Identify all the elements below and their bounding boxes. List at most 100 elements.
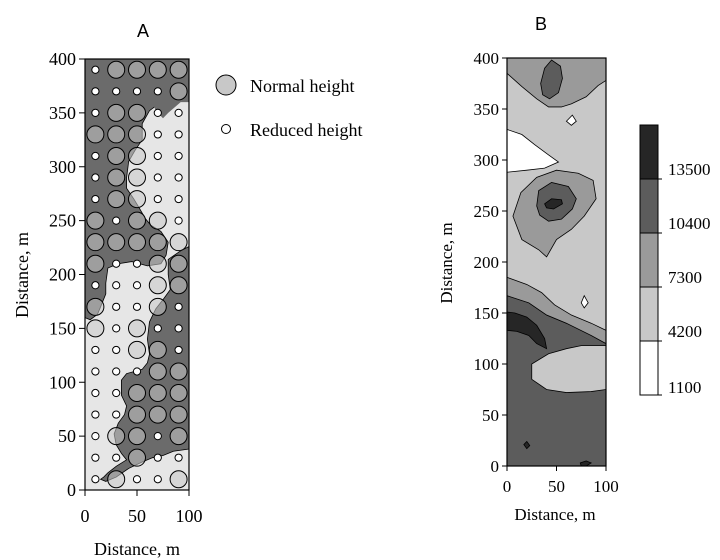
- panel-b-xlabel: Distance, m: [514, 505, 595, 524]
- normal-height-point: [107, 125, 126, 144]
- normal-height-point: [169, 233, 188, 252]
- panel-b-ytick-label: 100: [474, 355, 500, 374]
- normal-height-point: [86, 319, 105, 338]
- normal-height-point: [169, 60, 188, 79]
- reduced-height-point: [112, 281, 121, 290]
- reduced-height-point: [132, 259, 142, 268]
- normal-height-point: [169, 470, 188, 489]
- reduced-height-point: [153, 130, 162, 139]
- normal-height-point: [128, 60, 146, 79]
- colorbar-swatch: [639, 340, 659, 396]
- normal-height-point: [86, 254, 105, 273]
- colorbar-tick-label: 7300: [668, 268, 702, 287]
- reduced-height-point: [153, 87, 162, 96]
- reduced-height-point: [112, 453, 121, 462]
- colorbar-tick-label: 1100: [668, 378, 701, 397]
- reduced-height-point: [174, 302, 183, 311]
- panel-a-ytick-label: 100: [49, 372, 76, 392]
- contour-region: [523, 440, 531, 450]
- reduced-height-point: [132, 475, 142, 484]
- reduced-height-point: [174, 345, 183, 355]
- panel-b-xtick-label: 100: [593, 477, 619, 496]
- contour-region: [544, 198, 563, 210]
- normal-height-point: [169, 276, 188, 295]
- colorbar-swatch: [639, 286, 659, 342]
- contour-region: [507, 276, 606, 345]
- reduced-height-point: [91, 432, 100, 441]
- normal-height-point: [128, 190, 146, 209]
- reduced-height-point: [153, 173, 162, 182]
- reduced-height-point: [91, 367, 100, 376]
- reduced-height-point: [153, 194, 162, 204]
- panel-b-ytick-label: 350: [474, 100, 500, 119]
- panel-a-ytick-label: 300: [49, 157, 76, 177]
- reduced-height-point: [112, 302, 121, 311]
- panel-a-xtick-label: 100: [176, 506, 203, 526]
- legend-normal-height-marker: [215, 74, 237, 96]
- normal-height-point: [148, 297, 167, 316]
- panel-b-xtick-label: 50: [548, 477, 565, 496]
- normal-height-point: [107, 146, 126, 165]
- normal-height-point: [148, 384, 167, 403]
- panel-b-ytick-label: 300: [474, 151, 500, 170]
- normal-height-point: [148, 340, 167, 359]
- colorbar-swatch: [639, 232, 659, 288]
- reduced-height-point: [174, 173, 183, 182]
- reduced-height-point: [91, 194, 100, 204]
- panel-a-ytick-label: 50: [58, 426, 76, 446]
- reduced-height-point: [153, 108, 162, 117]
- normal-height-point: [169, 82, 188, 101]
- contour-region: [507, 311, 548, 350]
- reduced-height-point: [132, 302, 142, 311]
- panel-b-ytick-label: 200: [474, 253, 500, 272]
- panel-b-ytick-label: 0: [491, 457, 500, 476]
- panel-a-ytick-label: 400: [49, 49, 76, 69]
- reduced-height-point: [112, 345, 121, 355]
- panel-b-ytick-label: 250: [474, 202, 500, 221]
- normal-height-point: [128, 168, 146, 187]
- panel-a-dark-region-top-right: [147, 59, 189, 119]
- panel-b-title: B: [535, 14, 547, 34]
- reduced-height-point: [91, 410, 100, 419]
- reduced-height-point: [174, 151, 183, 161]
- normal-height-point: [107, 233, 126, 252]
- panel-a-legend: Normal height Reduced height: [215, 74, 362, 140]
- reduced-height-point: [91, 345, 100, 355]
- panel-a-ytick-label: 150: [49, 318, 76, 338]
- reduced-height-point: [153, 453, 162, 462]
- normal-height-point: [107, 103, 126, 122]
- reduced-height-point: [112, 87, 121, 96]
- reduced-height-point: [91, 281, 100, 290]
- reduced-height-point: [91, 65, 100, 74]
- legend-reduced-height-marker: [221, 124, 231, 134]
- panel-a-xlabel: Distance, m: [94, 539, 180, 559]
- panel-b-ylabel: Distance, m: [437, 222, 456, 303]
- normal-height-point: [128, 448, 146, 467]
- reduced-height-point: [174, 324, 183, 333]
- normal-height-point: [128, 427, 146, 446]
- reduced-height-point: [153, 432, 162, 441]
- panel-b-xtick-label: 0: [503, 477, 512, 496]
- normal-height-point: [107, 470, 126, 489]
- normal-height-point: [169, 254, 188, 273]
- panel-b-ytick-label: 150: [474, 304, 500, 323]
- panel-b-plot-area: [507, 58, 606, 466]
- normal-height-point: [128, 103, 146, 122]
- reduced-height-point: [174, 130, 183, 139]
- reduced-height-point: [112, 388, 121, 398]
- normal-height-point: [107, 60, 126, 79]
- normal-height-point: [128, 319, 146, 338]
- normal-height-point: [148, 211, 167, 230]
- colorbar-tick-label: 4200: [668, 322, 702, 341]
- normal-height-point: [86, 233, 105, 252]
- reduced-height-point: [132, 367, 142, 376]
- normal-height-point: [169, 362, 188, 381]
- reduced-height-point: [91, 108, 100, 117]
- normal-height-point: [107, 427, 126, 446]
- panel-a-ylabel: Distance, m: [12, 232, 32, 318]
- reduced-height-point: [174, 216, 183, 225]
- normal-height-point: [148, 405, 167, 424]
- normal-height-point: [128, 405, 146, 424]
- legend-normal-height-label: Normal height: [250, 76, 354, 96]
